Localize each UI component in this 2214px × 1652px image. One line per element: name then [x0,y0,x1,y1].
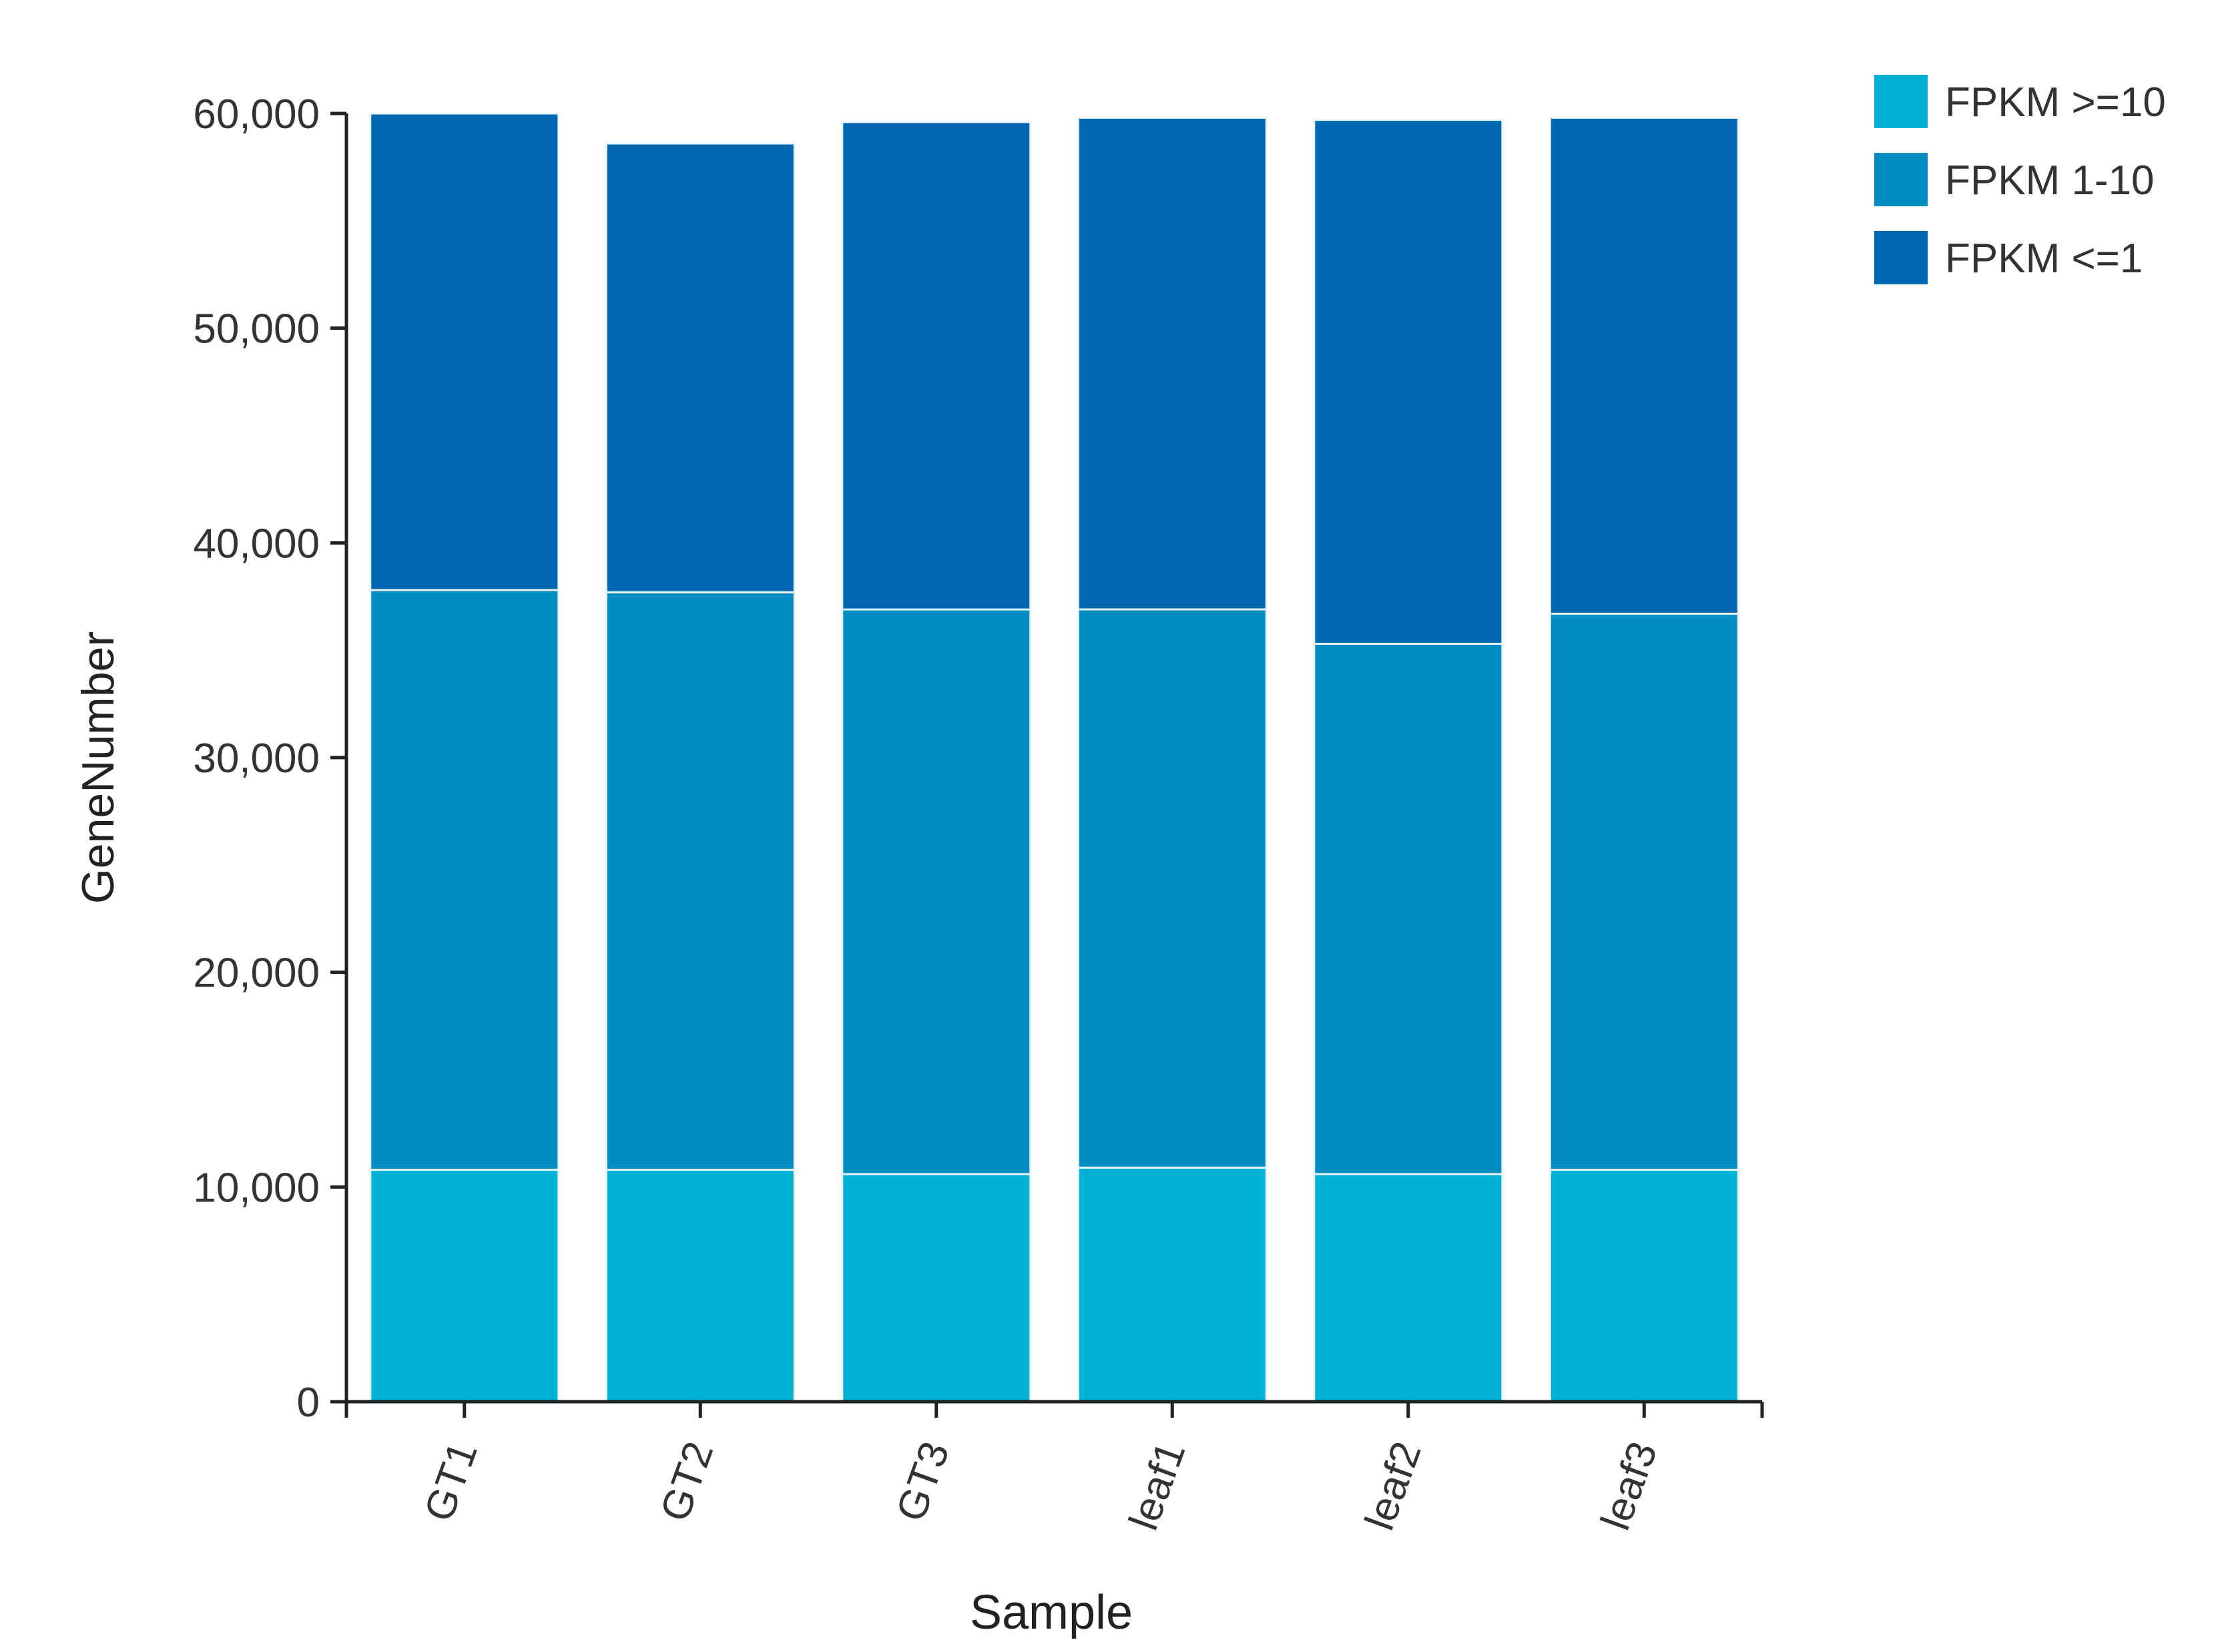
x-tick-label: leaf1 [1121,1436,1195,1536]
bar-GT1-series-2 [369,589,560,1171]
x-tick-label: leaf2 [1356,1436,1430,1536]
legend-swatch [1874,153,1928,206]
bar-leaf1-series-3 [1077,116,1268,611]
bar-GT3-series-2 [841,608,1032,1175]
bar-leaf1-series-2 [1077,608,1268,1169]
x-tick-label: GT1 [416,1436,487,1527]
x-tick-label: GT2 [651,1436,722,1527]
bar-leaf3-series-1 [1549,1169,1739,1403]
legend: FPKM >=10 FPKM 1-10 FPKM <=1 [1874,75,2166,284]
bar-GT2-series-3 [605,142,796,593]
legend-label: FPKM <=1 [1945,236,2143,282]
bar-leaf3-series-2 [1549,613,1739,1171]
y-axis-title: GeneNumber [73,631,123,904]
bar-GT3-series-3 [841,121,1032,611]
bars-layer [369,112,1739,1403]
bar-leaf3-series-3 [1549,116,1739,615]
y-tick-label: 30,000 [193,736,320,782]
bar-leaf2-series-1 [1313,1173,1504,1403]
x-tick-label: GT3 [888,1436,958,1527]
bar-leaf2-series-2 [1313,643,1504,1175]
bar-leaf1-series-1 [1077,1166,1268,1403]
legend-swatch [1874,75,1928,128]
x-tick-label: leaf3 [1593,1436,1667,1536]
y-tick-label: 60,000 [193,91,320,137]
bar-GT1-series-1 [369,1169,560,1403]
bar-GT3-series-1 [841,1173,1032,1403]
y-tick-label: 20,000 [193,950,320,997]
bar-GT1-series-3 [369,112,560,591]
legend-label: FPKM >=10 [1945,79,2166,125]
bar-leaf2-series-3 [1313,119,1504,645]
y-tick-label: 10,000 [193,1165,320,1211]
legend-swatch [1874,231,1928,284]
legend-label: FPKM 1-10 [1945,158,2155,204]
bar-GT2-series-1 [605,1169,796,1403]
y-ticks: 0 10,000 20,000 30,000 40,000 50,000 60,000 [193,91,346,1426]
y-tick-label: 50,000 [193,306,320,352]
y-tick-label: 40,000 [193,521,320,567]
x-ticks: GT1 GT2 GT3 leaf1 leaf2 leaf3 [416,1402,1667,1536]
y-tick-label: 0 [297,1380,320,1426]
bar-GT2-series-2 [605,591,796,1171]
x-axis-title: Sample [970,1586,1133,1639]
